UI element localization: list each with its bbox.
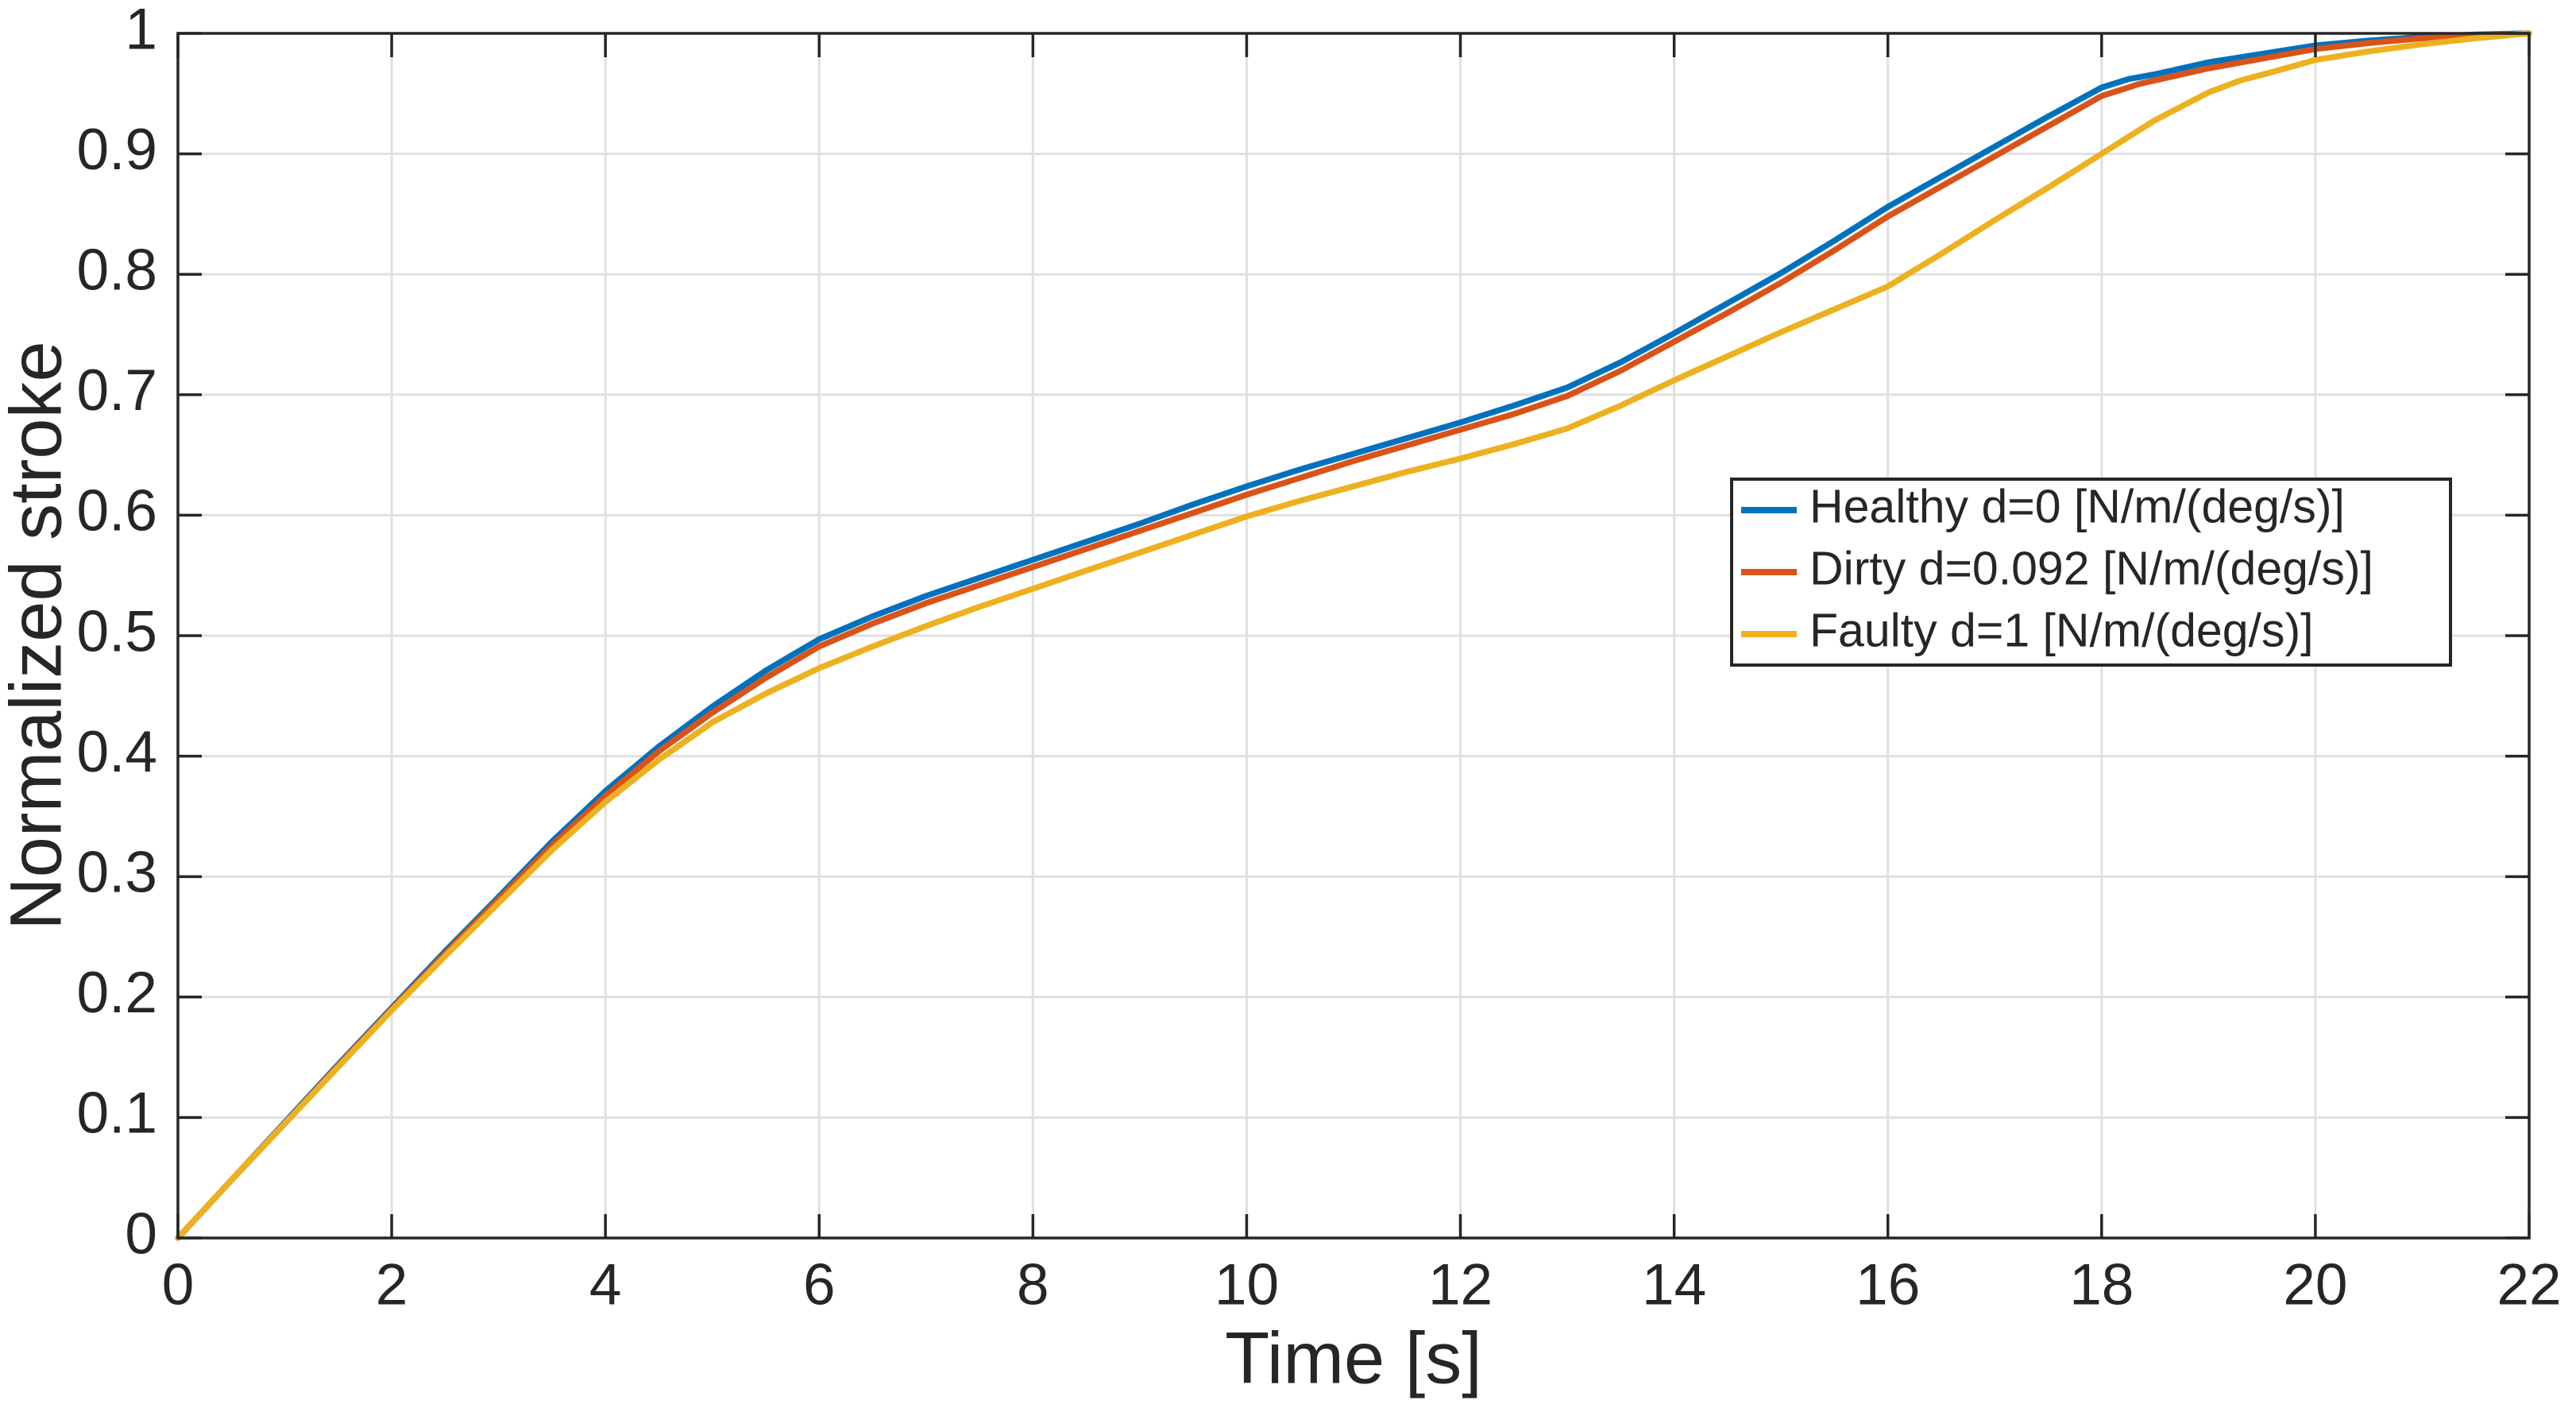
x-tick-label: 0 bbox=[162, 1252, 195, 1317]
legend-item-healthy: Healthy d=0 [N/m/(deg/s)] bbox=[1741, 481, 2345, 533]
legend-item-faulty: Faulty d=1 [N/m/(deg/s)] bbox=[1741, 605, 2313, 657]
series-healthy-line bbox=[175, 30, 2532, 1241]
legend-label: Healthy d=0 [N/m/(deg/s)] bbox=[1809, 481, 2345, 533]
y-tick-label: 1 bbox=[125, 0, 157, 61]
legend-label: Faulty d=1 [N/m/(deg/s)] bbox=[1809, 605, 2313, 657]
legend-label: Dirty d=0.092 [N/m/(deg/s)] bbox=[1809, 543, 2373, 595]
x-tick-label: 6 bbox=[803, 1252, 836, 1317]
y-tick-label: 0.1 bbox=[77, 1081, 157, 1146]
tick-labels: 0 2 4 6 8 10 12 14 16 18 20 22 0 0.1 0.2 0.3 0.4 0.5 0.6 0.… bbox=[77, 0, 2562, 1317]
y-tick-label: 0.3 bbox=[77, 840, 157, 904]
x-tick-label: 18 bbox=[2069, 1252, 2134, 1317]
y-tick-label: 0.6 bbox=[77, 479, 157, 544]
y-tick-label: 0.7 bbox=[77, 358, 157, 423]
y-axis-label: Normalized stroke bbox=[0, 341, 76, 930]
x-tick-label: 16 bbox=[1856, 1252, 1920, 1317]
x-tick-label: 10 bbox=[1215, 1252, 1279, 1317]
x-tick-label: 2 bbox=[376, 1252, 408, 1317]
y-tick-label: 0.9 bbox=[77, 118, 157, 182]
y-tick-label: 0.8 bbox=[77, 238, 157, 302]
series-dirty-line bbox=[175, 30, 2532, 1241]
x-tick-label: 12 bbox=[1428, 1252, 1493, 1317]
y-tick-label: 0.4 bbox=[77, 720, 157, 784]
x-tick-label: 22 bbox=[2497, 1252, 2561, 1317]
axes-box-and-ticks bbox=[176, 32, 2531, 1240]
series-lines bbox=[175, 30, 2532, 1241]
x-tick-label: 4 bbox=[589, 1252, 622, 1317]
series-faulty-line bbox=[175, 30, 2532, 1241]
y-tick-label: 0.5 bbox=[77, 599, 157, 663]
x-tick-label: 14 bbox=[1642, 1252, 1706, 1317]
legend: Healthy d=0 [N/m/(deg/s)] Dirty d=0.092 [… bbox=[1730, 478, 2452, 667]
legend-box bbox=[1730, 478, 2452, 667]
x-tick-label: 20 bbox=[2283, 1252, 2347, 1317]
legend-item-dirty: Dirty d=0.092 [N/m/(deg/s)] bbox=[1741, 543, 2373, 595]
y-tick-label: 0.2 bbox=[77, 961, 157, 1025]
x-tick-label: 8 bbox=[1017, 1252, 1049, 1317]
x-axis-label: Time [s] bbox=[1225, 1317, 1482, 1398]
y-tick-label: 0 bbox=[125, 1201, 157, 1266]
